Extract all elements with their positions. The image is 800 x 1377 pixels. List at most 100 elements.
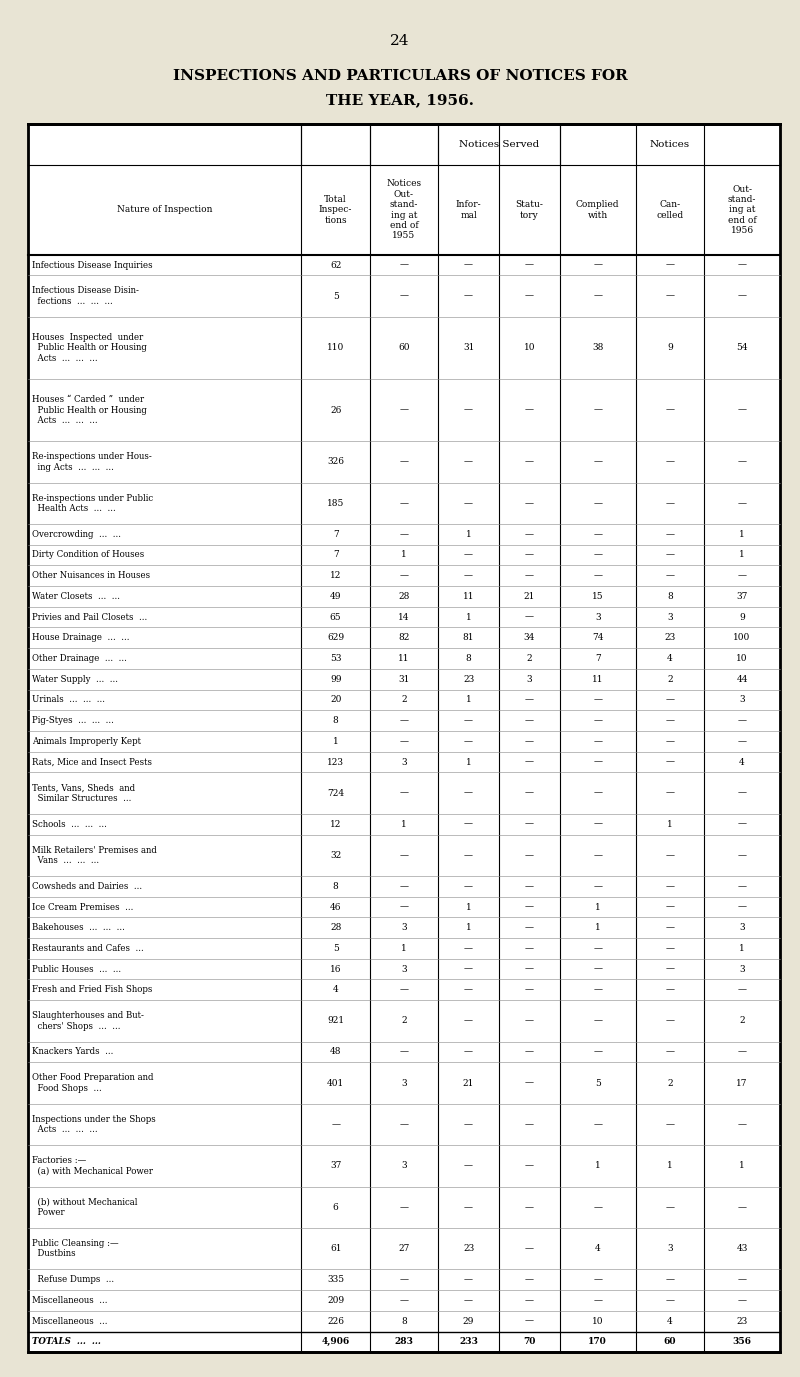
Text: 100: 100 [734, 633, 750, 642]
Text: —: — [525, 292, 534, 300]
Text: —: — [525, 1296, 534, 1305]
Text: 54: 54 [736, 343, 748, 353]
Text: —: — [738, 716, 746, 726]
Text: —: — [738, 457, 746, 467]
Text: 8: 8 [333, 881, 338, 891]
Text: 283: 283 [394, 1337, 414, 1347]
Text: Total
Inspec-
tions: Total Inspec- tions [319, 196, 352, 224]
Text: 9: 9 [667, 343, 673, 353]
Text: —: — [738, 571, 746, 580]
Text: —: — [464, 1161, 473, 1170]
Text: —: — [593, 716, 602, 726]
Text: 3: 3 [739, 695, 745, 705]
Text: 8: 8 [401, 1316, 407, 1326]
Text: 3: 3 [595, 613, 601, 621]
Text: 5: 5 [333, 943, 338, 953]
Text: 74: 74 [592, 633, 603, 642]
Text: 170: 170 [588, 1337, 607, 1347]
Text: —: — [593, 851, 602, 859]
Text: 81: 81 [463, 633, 474, 642]
Text: —: — [666, 498, 674, 508]
Text: 2: 2 [526, 654, 532, 664]
Text: —: — [738, 851, 746, 859]
Text: Public Houses  ...  ...: Public Houses ... ... [32, 965, 121, 974]
Text: —: — [738, 1120, 746, 1129]
Text: —: — [399, 498, 409, 508]
Text: 1: 1 [595, 1161, 601, 1170]
Text: —: — [525, 613, 534, 621]
Text: 3: 3 [667, 613, 673, 621]
Text: 8: 8 [667, 592, 673, 600]
Text: 209: 209 [327, 1296, 344, 1305]
Text: —: — [525, 986, 534, 994]
Text: —: — [464, 1016, 473, 1026]
Text: —: — [593, 1296, 602, 1305]
Text: —: — [399, 789, 409, 797]
Text: 99: 99 [330, 675, 342, 684]
Text: Slaughterhouses and But-
  chers' Shops  ...  ...: Slaughterhouses and But- chers' Shops ..… [32, 1011, 144, 1030]
Text: Notices: Notices [650, 140, 690, 149]
Text: 1: 1 [667, 819, 673, 829]
Text: —: — [525, 406, 534, 414]
Text: 61: 61 [330, 1245, 342, 1253]
Text: 10: 10 [736, 654, 748, 664]
Text: 226: 226 [327, 1316, 344, 1326]
Text: 48: 48 [330, 1048, 342, 1056]
Text: 1: 1 [466, 923, 471, 932]
Text: —: — [593, 1048, 602, 1056]
Text: Other Drainage  ...  ...: Other Drainage ... ... [32, 654, 127, 664]
Text: 401: 401 [327, 1078, 344, 1088]
Text: 5: 5 [594, 1078, 601, 1088]
Text: —: — [525, 457, 534, 467]
Text: —: — [593, 292, 602, 300]
Text: —: — [666, 902, 674, 912]
Text: 1: 1 [595, 902, 601, 912]
Text: —: — [593, 986, 602, 994]
Text: —: — [525, 737, 534, 746]
Text: Ice Cream Premises  ...: Ice Cream Premises ... [32, 902, 134, 912]
Text: —: — [666, 260, 674, 270]
Text: Infor-
mal: Infor- mal [456, 200, 482, 220]
Text: —: — [464, 789, 473, 797]
Text: 34: 34 [524, 633, 535, 642]
Text: 43: 43 [736, 1245, 748, 1253]
Text: 31: 31 [398, 675, 410, 684]
Text: Urinals  ...  ...  ...: Urinals ... ... ... [32, 695, 105, 705]
Text: Rats, Mice and Insect Pests: Rats, Mice and Insect Pests [32, 757, 152, 767]
Text: —: — [666, 1048, 674, 1056]
Text: 62: 62 [330, 260, 342, 270]
Text: —: — [464, 551, 473, 559]
Text: —: — [464, 1202, 473, 1212]
Text: —: — [593, 1120, 602, 1129]
Text: Can-
celled: Can- celled [656, 200, 683, 220]
Text: Bakehouses  ...  ...  ...: Bakehouses ... ... ... [32, 923, 125, 932]
Text: Overcrowding  ...  ...: Overcrowding ... ... [32, 530, 121, 538]
Text: 1: 1 [466, 530, 471, 538]
Text: 29: 29 [463, 1316, 474, 1326]
Text: —: — [593, 819, 602, 829]
Text: 60: 60 [664, 1337, 676, 1347]
Text: —: — [525, 1016, 534, 1026]
Text: —: — [738, 986, 746, 994]
Text: —: — [593, 789, 602, 797]
Text: 629: 629 [327, 633, 344, 642]
Text: 11: 11 [463, 592, 474, 600]
Text: —: — [464, 1048, 473, 1056]
Text: 65: 65 [330, 613, 342, 621]
Text: —: — [738, 406, 746, 414]
Text: —: — [593, 498, 602, 508]
Text: 37: 37 [736, 592, 748, 600]
Text: 1: 1 [739, 530, 745, 538]
Text: 233: 233 [459, 1337, 478, 1347]
Text: —: — [738, 1048, 746, 1056]
Text: 4: 4 [667, 654, 673, 664]
Text: 3: 3 [526, 675, 532, 684]
Text: —: — [464, 406, 473, 414]
Text: —: — [666, 406, 674, 414]
Text: —: — [738, 292, 746, 300]
Text: 7: 7 [333, 551, 338, 559]
Text: —: — [593, 571, 602, 580]
Text: 1: 1 [333, 737, 338, 746]
Text: 3: 3 [739, 923, 745, 932]
Text: Refuse Dumps  ...: Refuse Dumps ... [32, 1275, 114, 1285]
